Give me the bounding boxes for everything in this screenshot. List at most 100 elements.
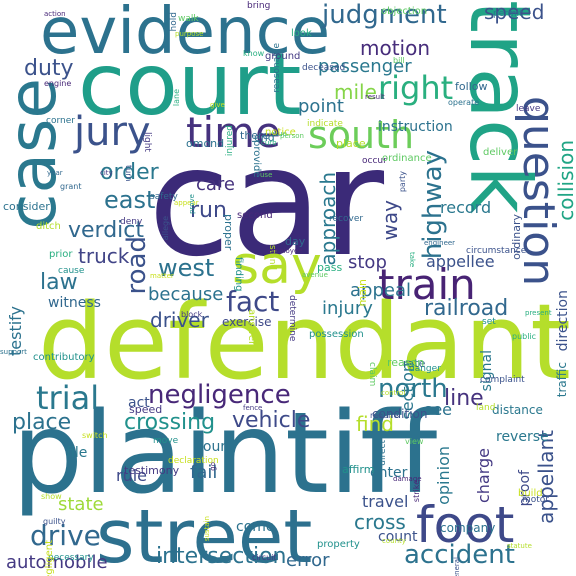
small-word: issue <box>269 130 287 138</box>
small-word: reason <box>387 356 425 369</box>
word-way: way <box>378 200 402 241</box>
small-word: there <box>240 129 270 142</box>
small-word: claim <box>367 362 377 387</box>
word-opinion: opinion <box>434 446 453 505</box>
small-word: land <box>476 403 496 413</box>
word-automobile: automobile <box>6 552 108 573</box>
small-word: statute <box>507 542 532 550</box>
word-exercise: exercise <box>222 315 272 329</box>
word-drive: drive <box>30 519 101 552</box>
small-word: result <box>365 93 385 101</box>
word-evidence: evidence <box>40 0 331 69</box>
small-word: negligent <box>44 540 55 576</box>
small-word: general <box>453 557 461 576</box>
small-word: affirm <box>342 463 375 476</box>
word-count: count <box>378 529 418 545</box>
small-word: objection <box>381 6 428 17</box>
small-word: strike <box>412 480 421 503</box>
word-error: error <box>286 550 330 571</box>
small-word: main <box>356 279 369 307</box>
word-vehicle: vehicle <box>232 408 311 433</box>
small-word: permit <box>493 9 523 19</box>
word-appeal: appeal <box>350 280 411 301</box>
small-word: pass <box>317 261 343 274</box>
word-order: order <box>100 160 159 185</box>
word-line: line <box>444 386 484 411</box>
word-west: west <box>158 254 215 282</box>
word-enter: enter <box>370 465 408 481</box>
small-word: give <box>210 101 225 109</box>
word-judgment: judgment <box>322 0 447 30</box>
small-word: damage <box>393 475 422 483</box>
small-word: use <box>260 171 273 179</box>
word-because: because <box>148 284 224 305</box>
word-fail: fail <box>190 462 218 483</box>
word-injury: injury <box>322 298 373 319</box>
small-word: injured <box>225 125 235 157</box>
small-word: leave <box>516 104 541 114</box>
word-motion: motion <box>360 36 431 60</box>
word-distance: distance <box>492 403 543 417</box>
word-witness: witness <box>48 295 101 311</box>
small-word: set <box>482 317 496 327</box>
word-travel: travel <box>362 492 409 511</box>
small-word: circuit <box>252 553 277 562</box>
small-word: lane <box>172 89 181 107</box>
word-reverse: reverse <box>496 429 549 445</box>
small-word: present <box>525 309 552 317</box>
small-word: motor <box>522 495 550 505</box>
small-word: day <box>285 235 306 248</box>
small-word: bill <box>393 56 405 65</box>
word-north: north <box>378 374 448 404</box>
word-negligence: negligence <box>148 380 291 410</box>
word-law: law <box>40 270 78 295</box>
small-word: occur <box>362 156 387 166</box>
small-word: indicate <box>307 119 343 129</box>
word-appellee: appellee <box>426 252 495 271</box>
small-word: deceased <box>302 63 346 73</box>
word-act: act <box>128 395 150 411</box>
small-word: ground <box>265 51 301 62</box>
small-word: contributory <box>33 352 95 363</box>
word-care: care <box>196 174 236 195</box>
small-word: city <box>100 169 113 177</box>
word-passenger: passenger <box>318 56 412 77</box>
small-word: appear <box>174 199 199 207</box>
small-word: follow <box>455 80 488 93</box>
small-word: rate <box>403 357 426 370</box>
word-come: come <box>236 519 275 535</box>
word-trial: trial <box>36 379 100 417</box>
word-condition: condition <box>372 407 428 421</box>
small-word: consider <box>3 200 50 213</box>
word-place: place <box>12 410 72 435</box>
small-word: engineer <box>424 239 456 247</box>
small-word: proper <box>222 214 235 251</box>
word-railroad: railroad <box>424 296 509 321</box>
word-right: right <box>378 69 454 107</box>
small-word: take <box>408 252 416 268</box>
small-word: switch <box>82 431 108 440</box>
word-file: file <box>66 445 88 461</box>
word-direction: direction <box>555 290 571 352</box>
word-speed: speed <box>484 0 545 24</box>
word-stop: stop <box>348 252 387 273</box>
small-word: allege <box>161 216 170 241</box>
word-question: question <box>513 96 564 287</box>
word-hour: hour <box>194 439 227 455</box>
word-east: east <box>104 186 156 214</box>
word-jury: jury <box>74 109 151 155</box>
small-word: person <box>280 132 304 140</box>
word-street: street <box>96 494 313 576</box>
small-word: build <box>518 488 543 499</box>
small-word: complaint <box>480 375 525 385</box>
word-traffic: traffic <box>555 362 569 398</box>
small-word: light <box>142 132 152 152</box>
small-word: corner <box>46 116 75 126</box>
small-word: turn <box>124 165 133 182</box>
word-time: time <box>186 108 281 157</box>
small-word: end <box>254 131 275 144</box>
word-driver: driver <box>150 308 209 332</box>
small-word: safety <box>150 192 178 202</box>
small-word: fence <box>243 404 263 412</box>
